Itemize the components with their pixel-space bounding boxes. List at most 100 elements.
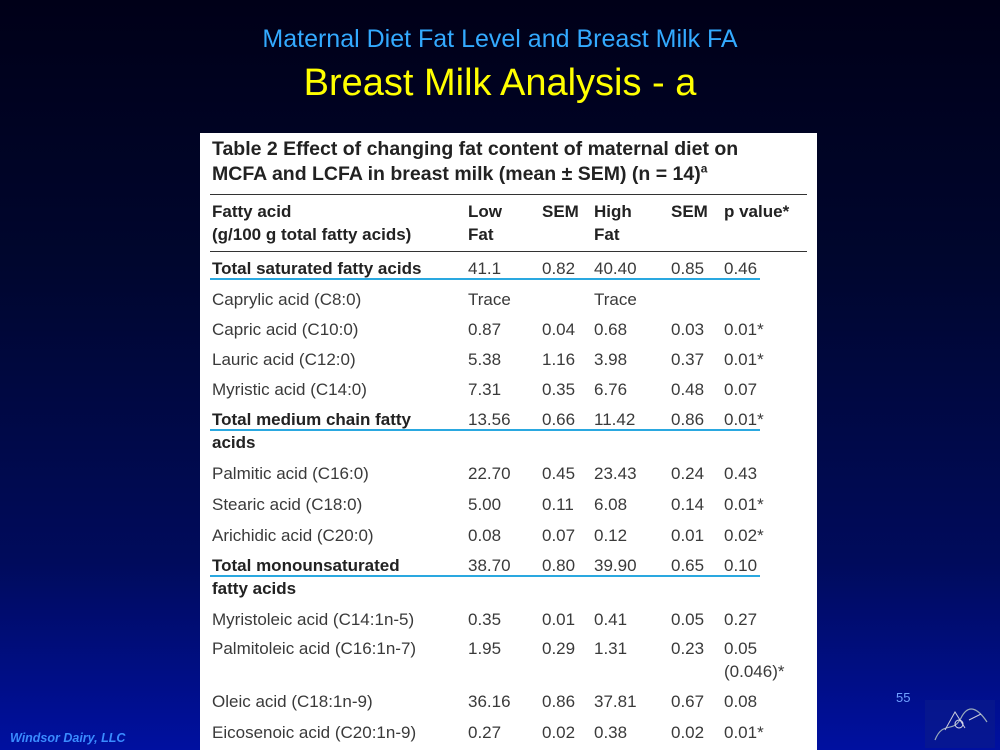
row-fatty-acid: Oleic acid (C18:1n-9) bbox=[212, 692, 373, 711]
row-high-fat: 0.12 bbox=[594, 526, 628, 545]
table-image-panel: Table 2 Effect of changing fat content o… bbox=[200, 133, 817, 750]
row-fatty-acid: Lauric acid (C12:0) bbox=[212, 350, 356, 369]
row-high-fat: 0.41 bbox=[594, 610, 628, 629]
row-sem-low: 0.82 bbox=[542, 259, 576, 278]
row-p-value: 0.05 bbox=[724, 639, 758, 658]
row-sem-high: 0.65 bbox=[671, 556, 705, 575]
header-bottom-rule bbox=[210, 251, 807, 252]
row-sem-high: 0.24 bbox=[671, 464, 705, 483]
header-low: Low bbox=[468, 202, 502, 221]
total-row-highlight-underline bbox=[210, 278, 760, 280]
row-low-fat: 0.27 bbox=[468, 723, 502, 742]
row-sem-high: 0.23 bbox=[671, 639, 705, 658]
row-sem-high: 0.86 bbox=[671, 410, 705, 429]
header-sem-low: SEM bbox=[542, 202, 579, 221]
sketch-logo-icon bbox=[925, 700, 995, 748]
row-sem-low: 0.07 bbox=[542, 526, 576, 545]
row-high-fat: 37.81 bbox=[594, 692, 637, 711]
row-sem-high: 0.05 bbox=[671, 610, 705, 629]
row-sem-low: 0.35 bbox=[542, 380, 576, 399]
row-high-fat: 0.38 bbox=[594, 723, 628, 742]
row-low-fat: 0.35 bbox=[468, 610, 502, 629]
row-sem-low: 0.11 bbox=[542, 495, 574, 514]
row-sem-low: 0.02 bbox=[542, 723, 576, 742]
row-fatty-acid: Myristoleic acid (C14:1n-5) bbox=[212, 610, 415, 629]
row-sem-high: 0.14 bbox=[671, 495, 705, 514]
row-p-value: 0.07 bbox=[724, 380, 758, 399]
row-p-value: 0.01* bbox=[724, 495, 764, 514]
header-p-value: p value* bbox=[724, 202, 790, 221]
slide-subtitle: Maternal Diet Fat Level and Breast Milk … bbox=[262, 25, 738, 53]
row-low-fat: Trace bbox=[468, 290, 511, 309]
row-sem-high: 0.37 bbox=[671, 350, 705, 369]
row-fatty-acid: Capric acid (C10:0) bbox=[212, 320, 359, 339]
row-high-fat: 40.40 bbox=[594, 259, 637, 278]
row-fatty-acid: Stearic acid (C18:0) bbox=[212, 495, 363, 514]
row-sem-low: 0.01 bbox=[542, 610, 576, 629]
row-sem-high: 0.67 bbox=[671, 692, 705, 711]
page-number: 55 bbox=[896, 690, 911, 705]
row-sem-low: 0.45 bbox=[542, 464, 576, 483]
row-fatty-acid-continued: acids bbox=[212, 433, 256, 452]
row-low-fat: 13.56 bbox=[468, 410, 511, 429]
row-p-value: 0.01* bbox=[724, 320, 764, 339]
caption-line-2: MCFA and LCFA in breast milk (mean ± SEM… bbox=[212, 162, 812, 187]
row-fatty-acid: Palmitoleic acid (C16:1n-7) bbox=[212, 639, 417, 658]
row-low-fat: 41.1 bbox=[468, 259, 502, 278]
header-sem-high: SEM bbox=[671, 202, 708, 221]
row-sem-high: 0.48 bbox=[671, 380, 705, 399]
row-high-fat: Trace bbox=[594, 290, 637, 309]
footer-company: Windsor Dairy, LLC bbox=[10, 731, 126, 745]
row-p-value: 0.43 bbox=[724, 464, 758, 483]
total-row-highlight-underline bbox=[210, 575, 760, 577]
row-low-fat: 0.87 bbox=[468, 320, 502, 339]
header-fatty-acid-unit: (g/100 g total fatty acids) bbox=[212, 225, 412, 244]
row-sem-low: 0.29 bbox=[542, 639, 576, 658]
header-fatty-acid: Fatty acid bbox=[212, 202, 292, 221]
row-high-fat: 6.76 bbox=[594, 380, 628, 399]
row-high-fat: 1.31 bbox=[594, 639, 628, 658]
row-sem-low: 0.80 bbox=[542, 556, 576, 575]
header-top-rule bbox=[210, 194, 807, 195]
row-fatty-acid: Total saturated fatty acids bbox=[212, 259, 422, 278]
row-sem-low: 0.04 bbox=[542, 320, 576, 339]
row-sem-low: 0.86 bbox=[542, 692, 576, 711]
row-sem-high: 0.03 bbox=[671, 320, 705, 339]
row-fatty-acid: Caprylic acid (C8:0) bbox=[212, 290, 362, 309]
row-high-fat: 39.90 bbox=[594, 556, 637, 575]
row-sem-high: 0.01 bbox=[671, 526, 705, 545]
row-low-fat: 5.38 bbox=[468, 350, 502, 369]
row-sem-high: 0.02 bbox=[671, 723, 705, 742]
caption-line-2-text: MCFA and LCFA in breast milk (mean ± SEM… bbox=[212, 163, 701, 185]
row-fatty-acid: Total monounsaturated bbox=[212, 556, 400, 575]
row-high-fat: 23.43 bbox=[594, 464, 637, 483]
caption-line-1: Table 2 Effect of changing fat content o… bbox=[212, 138, 739, 160]
row-high-fat: 6.08 bbox=[594, 495, 628, 514]
row-fatty-acid: Eicosenoic acid (C20:1n-9) bbox=[212, 723, 417, 742]
row-p-value: 0.08 bbox=[724, 692, 758, 711]
row-p-value: 0.01* bbox=[724, 350, 764, 369]
row-p-value: 0.46 bbox=[724, 259, 758, 278]
row-p-value: 0.01* bbox=[724, 410, 764, 429]
header-high-fat: Fat bbox=[594, 225, 620, 244]
row-fatty-acid: Palmitic acid (C16:0) bbox=[212, 464, 369, 483]
row-p-value: 0.10 bbox=[724, 556, 758, 575]
row-fatty-acid: Total medium chain fatty bbox=[212, 410, 411, 429]
row-high-fat: 3.98 bbox=[594, 350, 628, 369]
row-sem-low: 1.16 bbox=[542, 350, 576, 369]
slide-title: Breast Milk Analysis - a bbox=[303, 62, 697, 104]
header-high: High bbox=[594, 202, 632, 221]
row-low-fat: 22.70 bbox=[468, 464, 511, 483]
row-sem-low: 0.66 bbox=[542, 410, 576, 429]
row-p-value: 0.02* bbox=[724, 526, 764, 545]
row-low-fat: 1.95 bbox=[468, 639, 502, 658]
row-high-fat: 11.42 bbox=[594, 410, 636, 429]
row-p-value: 0.01* bbox=[724, 723, 764, 742]
row-low-fat: 7.31 bbox=[468, 380, 502, 399]
header-low-fat: Fat bbox=[468, 225, 494, 244]
row-fatty-acid: Myristic acid (C14:0) bbox=[212, 380, 367, 399]
row-low-fat: 36.16 bbox=[468, 692, 511, 711]
total-row-highlight-underline bbox=[210, 429, 760, 431]
row-low-fat: 38.70 bbox=[468, 556, 511, 575]
table-caption: Table 2 Effect of changing fat content o… bbox=[212, 137, 812, 187]
